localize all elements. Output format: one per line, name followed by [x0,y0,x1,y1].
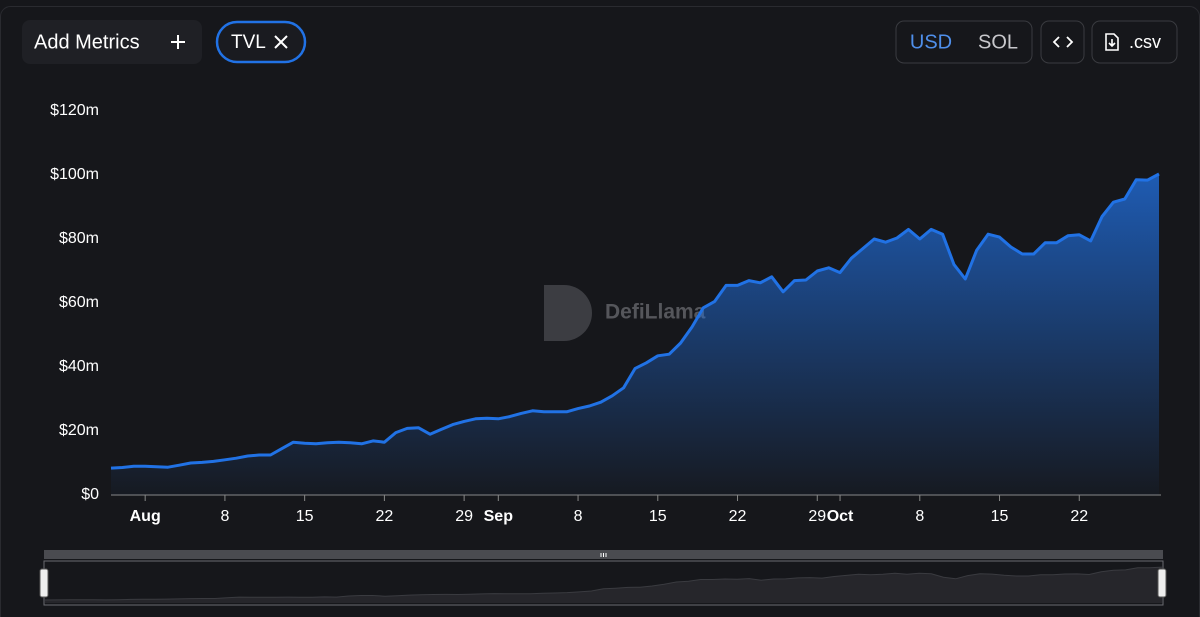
watermark-logo [544,285,592,341]
button-label: .csv [1129,32,1161,52]
x-tick-label: 8 [915,508,924,525]
x-tick-label: Aug [130,508,161,525]
y-tick-label: $80m [59,230,99,247]
download-icon [1105,33,1119,51]
x-tick-label: Sep [484,508,514,525]
csv-button[interactable]: .csv [1091,20,1178,64]
x-tick-label: 22 [729,508,747,525]
toggle-bg [895,20,1033,64]
navigator-handle[interactable] [39,568,49,598]
navigator[interactable] [39,550,1167,606]
chip-label: TVL [231,32,266,53]
y-tick-label: $120m [50,102,99,119]
currency-option[interactable]: USD [910,31,952,53]
code-icon [1052,36,1074,48]
button-bg [1040,20,1085,64]
x-tick-label: 15 [296,508,314,525]
x-tick-label: 22 [1070,508,1088,525]
watermark: DefiLlama [544,285,706,341]
currency-option[interactable]: SOL [978,31,1018,53]
close-icon [274,35,288,49]
area [111,174,1159,495]
plus-icon [171,35,185,49]
metric-chip[interactable]: TVL [215,20,307,64]
x-tick-label: Oct [827,508,854,525]
y-tick-label: $100m [50,166,99,183]
button-bg [1091,20,1178,64]
chip-bg [215,20,307,64]
x-tick-label: 15 [991,508,1009,525]
x-tick-label: 29 [455,508,473,525]
add-metrics-button[interactable]: Add Metrics [22,20,202,64]
x-tick-label: 8 [574,508,583,525]
y-tick-label: $0 [81,486,99,503]
embed-button[interactable] [1040,20,1085,64]
navigator-line [44,566,1163,601]
y-tick-label: $20m [59,422,99,439]
y-tick-label: $60m [59,294,99,311]
watermark-text: DefiLlama [605,301,706,324]
x-tick-label: 8 [220,508,229,525]
button-bg [22,20,202,64]
navigator-series [44,566,1163,603]
navigator-handle[interactable] [1157,568,1167,598]
y-tick-label: $40m [59,358,99,375]
navigator-area [45,567,1162,603]
x-tick-label: 15 [649,508,667,525]
scrollbar-grip [600,553,607,557]
line [110,172,1160,470]
plot: $0 $20m $40m $60m $80m $100m $120m Aug 8 15 22 29 Se… [50,102,1161,525]
button-label: Add Metrics [34,31,140,53]
x-tick-label: 22 [375,508,393,525]
x-tick-label: 29 [808,508,826,525]
currency-toggle: USD SOL [895,20,1033,64]
